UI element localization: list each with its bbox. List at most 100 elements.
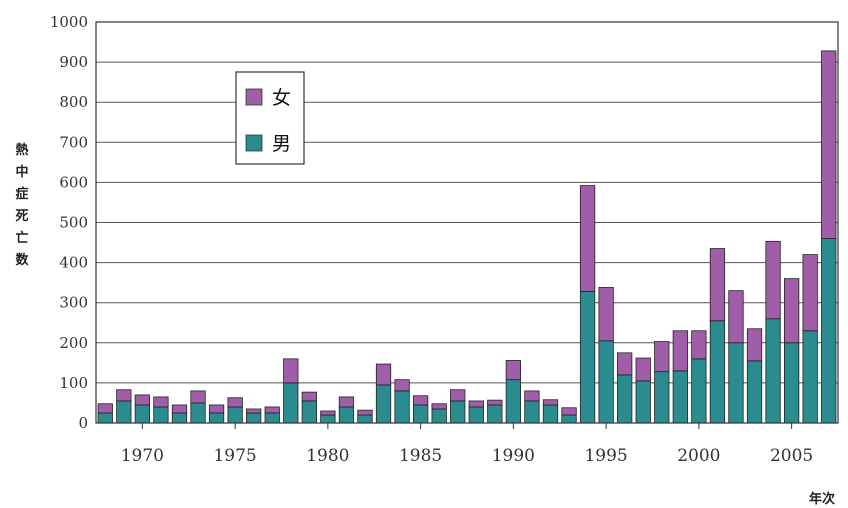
bar-1980-male: [320, 414, 336, 424]
bar-1982-female: [357, 409, 373, 416]
bar-1974-male: [208, 412, 225, 424]
legend-swatch-male: [245, 134, 263, 152]
bar-1972-female: [171, 404, 188, 414]
bar-1984-male: [394, 390, 410, 424]
bar-1988-female: [468, 400, 484, 408]
bar-1991-female: [524, 390, 540, 402]
y-tick-label: 700: [59, 133, 88, 151]
x-tick-label: 2000: [677, 446, 720, 466]
bar-1983-female: [375, 363, 392, 386]
bar-1981-female: [338, 396, 355, 408]
bar-1985-male: [412, 404, 429, 424]
bar-1970-female: [134, 394, 151, 406]
bar-1987-male: [450, 400, 466, 424]
bar-1997-male: [635, 380, 651, 424]
y-tick-label: 600: [59, 173, 88, 191]
bar-1972-male: [171, 412, 188, 424]
bar-1979-female: [301, 391, 317, 402]
x-tick-label: 2005: [770, 446, 813, 466]
bar-1994-female: [579, 185, 596, 292]
bar-2007-female: [821, 50, 837, 239]
y-tick-label: 300: [59, 294, 88, 312]
bar-1973-male: [190, 402, 206, 424]
bar-1999-male: [672, 370, 688, 424]
axes: [95, 21, 839, 424]
y-tick-label: 900: [59, 53, 88, 71]
x-tick-label: 1975: [213, 446, 256, 466]
bar-1976-female: [246, 408, 262, 414]
y-tick-label: 1000: [50, 13, 88, 31]
bar-1995-male: [598, 340, 614, 424]
bar-1975-male: [227, 406, 243, 424]
bar-2003-female: [746, 328, 763, 362]
bar-2006-male: [802, 330, 818, 424]
bar-2006-female: [802, 254, 818, 332]
legend-label-female: 女: [272, 87, 291, 109]
bar-2004-female: [765, 240, 781, 320]
bar-1994-male: [579, 291, 596, 424]
bar-1986-female: [431, 403, 447, 410]
y-axis-label: 熱中症死亡数: [15, 142, 29, 268]
bar-1976-male: [246, 412, 262, 424]
bar-1971-female: [153, 396, 169, 408]
bar-2007-male: [821, 238, 837, 424]
bar-1969-female: [116, 389, 132, 402]
bar-2001-female: [709, 248, 726, 322]
x-tick-label: 1970: [121, 446, 164, 466]
bar-1983-male: [375, 384, 392, 424]
legend-swatch-female: [245, 88, 263, 106]
bar-1996-female: [617, 352, 633, 376]
bar-1973-female: [190, 390, 206, 404]
bar-2003-male: [746, 360, 763, 424]
bar-1985-female: [412, 395, 429, 406]
bar-2002-male: [728, 342, 744, 424]
bar-2004-male: [765, 318, 781, 424]
bar-1971-male: [153, 406, 169, 424]
y-tick-label: 500: [59, 214, 88, 232]
x-axis-label: 年次: [809, 491, 835, 507]
bar-1996-male: [617, 374, 633, 424]
bar-1993-male: [561, 414, 577, 424]
bar-2000-male: [691, 358, 707, 424]
bar-1981-male: [338, 406, 355, 424]
bar-1969-male: [116, 400, 132, 424]
bar-1968-male: [97, 412, 113, 424]
y-tick-label: 0: [78, 414, 88, 432]
bar-1998-female: [654, 341, 670, 373]
bar-2005-male: [783, 342, 800, 424]
bar-1997-female: [635, 357, 651, 382]
bar-1991-male: [524, 400, 540, 424]
x-tick-label: 1980: [306, 446, 349, 466]
bar-1999-female: [672, 330, 688, 372]
plot-frame: [95, 21, 839, 424]
bar-2005-female: [783, 278, 800, 344]
bar-1990-male: [505, 379, 522, 424]
bar-1989-female: [487, 399, 503, 406]
bars: [97, 50, 837, 424]
y-tick-label: 100: [59, 374, 88, 392]
legend: 女 男: [235, 71, 305, 165]
bar-2000-female: [691, 330, 707, 360]
bar-1982-male: [357, 414, 373, 424]
y-tick-label: 400: [59, 254, 88, 272]
bar-2002-female: [728, 290, 744, 344]
bar-1977-female: [264, 406, 280, 414]
bar-1978-female: [283, 358, 299, 384]
y-tick-label: 800: [59, 93, 88, 111]
bar-2001-male: [709, 320, 726, 424]
bar-1992-male: [542, 404, 559, 424]
bar-1968-female: [97, 403, 113, 414]
gridlines: [96, 21, 838, 424]
y-tick-labels: 0 100 200 300 400 500 600 700 800 900 1000: [50, 13, 88, 432]
x-tick-label: 1995: [584, 446, 627, 466]
bar-1974-female: [208, 404, 225, 414]
bar-1986-male: [431, 408, 447, 424]
bar-1984-female: [394, 379, 410, 392]
legend-label-male: 男: [272, 133, 291, 155]
bar-1992-female: [542, 399, 559, 406]
bar-1978-male: [283, 382, 299, 424]
bar-1988-male: [468, 406, 484, 424]
bar-1987-female: [450, 389, 466, 402]
x-tick-labels: 1970 1975 1980 1985 1990 1995 2000 2005: [121, 423, 813, 466]
